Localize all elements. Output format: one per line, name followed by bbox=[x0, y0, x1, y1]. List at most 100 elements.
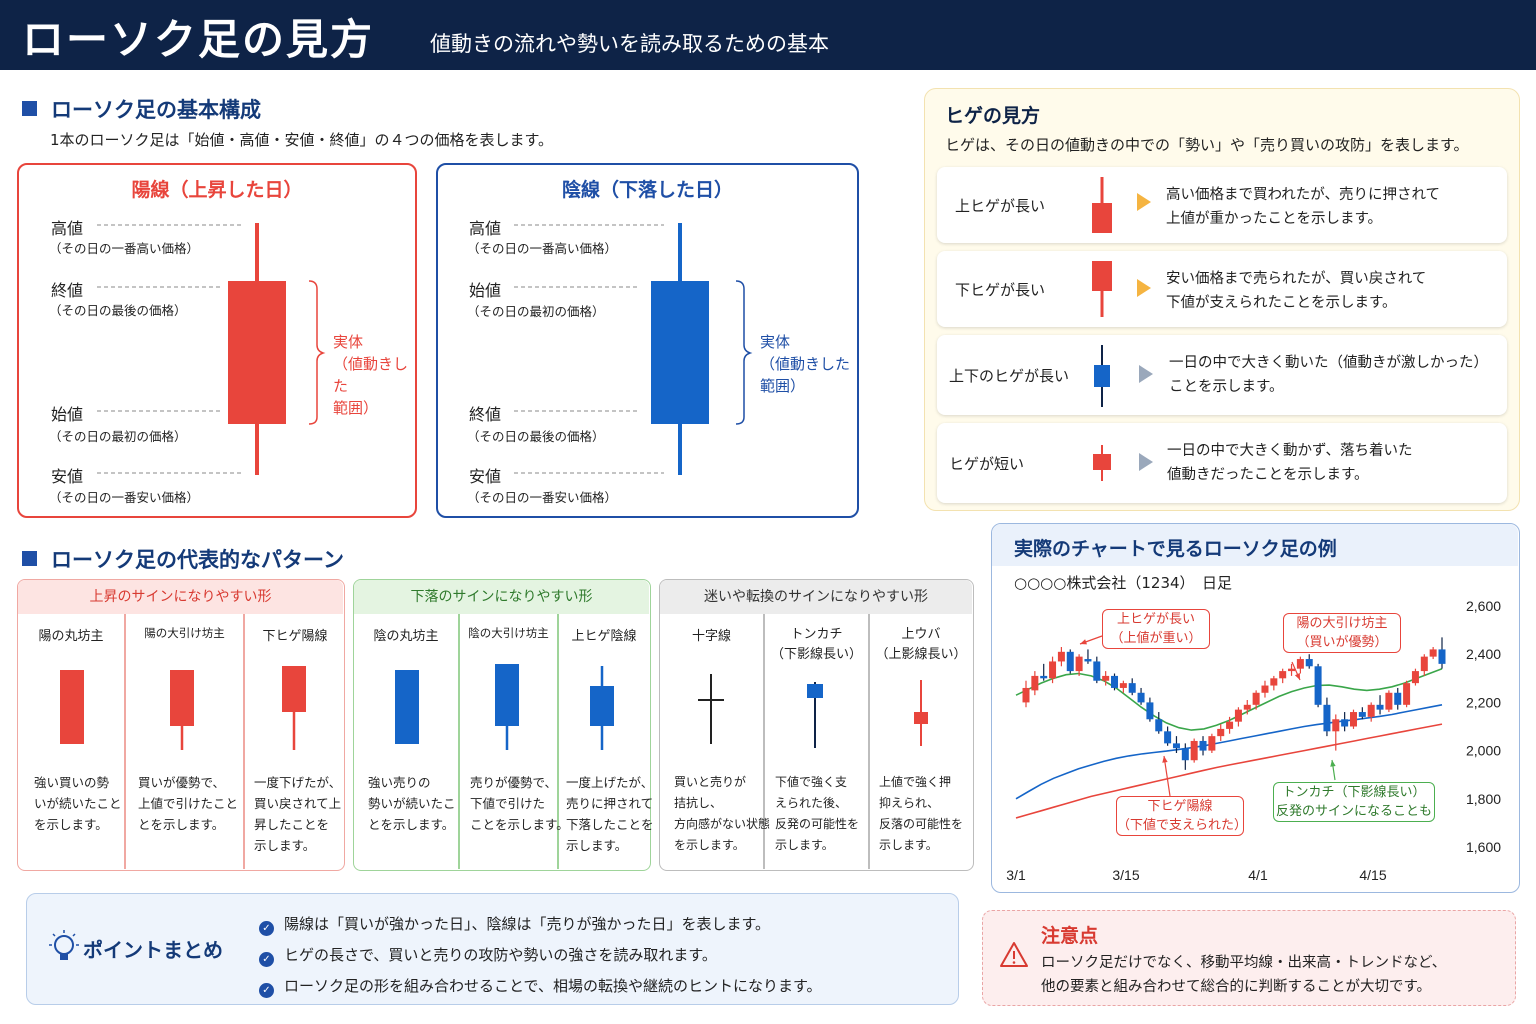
candle bbox=[1075, 656, 1083, 672]
pattern-candles-reversal bbox=[698, 674, 928, 748]
candle bbox=[1022, 687, 1030, 703]
pattern-name: 陽の丸坊主 bbox=[38, 629, 104, 644]
down-label-low-desc: （その日の一番安い価格） bbox=[467, 490, 618, 505]
wick-candle-short bbox=[1093, 445, 1111, 481]
up-label-open-desc: （その日の最初の価格） bbox=[49, 429, 187, 444]
wick-candle-lower bbox=[1092, 261, 1112, 317]
up-label-high-desc: （その日の一番高い価格） bbox=[49, 241, 200, 256]
wick-row-short: ヒゲが短い 一日の中で大きく動かず、落ち着いた 値動きだったことを示します。 bbox=[937, 423, 1507, 503]
x-tick-label: 3/15 bbox=[1112, 867, 1139, 883]
candle bbox=[1031, 675, 1039, 691]
wick-row-lower: 下ヒゲが長い 安い価格まで売られたが、買い戻されて 下値が支えられたことを示します… bbox=[937, 251, 1507, 327]
up-candle-figure bbox=[97, 223, 326, 475]
candle bbox=[1296, 659, 1304, 669]
summary-item: ✓ 陽線は「買いが強かった日」、陰線は「売りが強かった日」を表します。 bbox=[259, 909, 821, 940]
down-candle-figure bbox=[514, 223, 753, 475]
page-subtitle: 値動きの流れや勢いを読み取るための基本 bbox=[430, 32, 829, 56]
candle bbox=[1438, 649, 1446, 664]
wicks-note: ヒゲは、その日の値動きの中での「勢い」や「売り買いの攻防」を表します。 bbox=[945, 136, 1469, 154]
arrow-icon bbox=[1294, 673, 1300, 680]
basic-note: 1本のローソク足は「始値・高値・安値・終値」の４つの価格を表します。 bbox=[50, 131, 554, 149]
pattern-name: 上ヒゲ陰線 bbox=[571, 629, 637, 644]
x-tick-label: 3/1 bbox=[1006, 867, 1026, 883]
candle bbox=[1190, 740, 1198, 761]
pattern-group-title: 下落のサインになりやすい形 bbox=[354, 580, 649, 614]
check-icon: ✓ bbox=[259, 921, 274, 936]
warning-icon bbox=[1000, 942, 1028, 967]
pattern-desc: 強い売りの 勢いが続いたこ とを示します。 bbox=[368, 775, 456, 832]
candle bbox=[1385, 692, 1393, 710]
summary-item: ✓ ヒゲの長さで、買いと売りの攻防や勢いの強さを読み取れます。 bbox=[259, 940, 821, 971]
candle bbox=[1429, 649, 1437, 657]
arrow-icon bbox=[1162, 756, 1168, 763]
candle bbox=[1243, 704, 1251, 710]
candle bbox=[1288, 668, 1296, 672]
down-label-close: 終値 bbox=[469, 405, 502, 424]
candle bbox=[1305, 659, 1313, 667]
down-label-open: 始値 bbox=[469, 281, 502, 300]
candle bbox=[1128, 683, 1136, 693]
summary-panel: ポイントまとめ ✓ 陽線は「買いが強かった日」、陰線は「売りが強かった日」を表しま… bbox=[26, 893, 959, 1005]
candle bbox=[1367, 704, 1375, 717]
y-tick-label: 1,800 bbox=[1466, 791, 1501, 807]
candle bbox=[1146, 702, 1154, 720]
lightbulb-icon bbox=[49, 930, 79, 960]
pattern-candles-bullish bbox=[60, 666, 306, 750]
up-label-open: 始値 bbox=[51, 405, 84, 424]
wick-row-label: 上ヒゲが長い bbox=[955, 197, 1046, 215]
chart-panel: 実際のチャートで見るローソク足の例 ○○○○株式会社（1234） 日足 2,60… bbox=[991, 523, 1520, 893]
candle bbox=[1358, 712, 1366, 717]
down-label-high: 高値 bbox=[469, 219, 502, 238]
up-label-close: 終値 bbox=[51, 281, 84, 300]
candle bbox=[1411, 671, 1419, 684]
caution-title: 注意点 bbox=[1041, 925, 1099, 947]
wick-row-desc: 一日の中で大きく動かず、落ち着いた 値動きだったことを示します。 bbox=[1167, 443, 1413, 483]
candle bbox=[1332, 719, 1340, 732]
down-label-close-desc: （その日の最後の価格） bbox=[467, 429, 605, 444]
candle bbox=[1199, 740, 1207, 751]
candle bbox=[1040, 675, 1048, 679]
page-title: ローソク足の見方 bbox=[22, 15, 375, 64]
x-tick-label: 4/15 bbox=[1359, 867, 1386, 883]
y-tick-label: 2,000 bbox=[1466, 743, 1501, 759]
down-candle-panel: 陰線（下落した日） 高値 （その日の一番高い価格） 始値 （その日の最初の価格）… bbox=[436, 163, 859, 518]
candlestick-chart: 2,600 2,400 2,200 2,000 1,800 1,600 3/1 3/15 4/1… bbox=[1006, 598, 1501, 883]
up-label-low: 安値 bbox=[51, 467, 84, 486]
pattern-candles-bearish bbox=[395, 664, 614, 750]
ma-line-red bbox=[1015, 723, 1443, 819]
arrow-icon bbox=[1139, 453, 1153, 471]
pattern-name: 下ヒゲ陽線 bbox=[262, 629, 328, 644]
candle bbox=[1208, 736, 1216, 751]
candle bbox=[1394, 692, 1402, 705]
pattern-desc: 上値で強く押 抑えられ、 反落の可能性を 示します。 bbox=[879, 775, 964, 852]
pattern-group-reversal: 迷いや転換のサインになりやすい形 十字線 トンカチ （下影線長い） 上ウバ （上影線… bbox=[659, 579, 974, 871]
y-tick-label: 2,200 bbox=[1466, 694, 1501, 710]
candle bbox=[1181, 748, 1189, 761]
pattern-desc: 売りが優勢で、 下値で引けた ことを示します。 bbox=[470, 775, 569, 832]
candle bbox=[1341, 719, 1349, 727]
candle bbox=[1314, 666, 1322, 705]
wicks-title: ヒゲの見方 bbox=[945, 105, 1041, 127]
candle bbox=[1119, 683, 1127, 688]
callout-arrow bbox=[1163, 755, 1171, 797]
pattern-name: 十字線 bbox=[691, 629, 731, 644]
candle bbox=[1261, 685, 1269, 693]
wick-candle-upper bbox=[1092, 177, 1112, 233]
up-body-label: 実体 （値動きした 範囲） bbox=[333, 333, 409, 417]
candle bbox=[1217, 728, 1225, 737]
pattern-desc: 買いが優勢で、 上値で引けたこと とを示します。 bbox=[138, 775, 239, 832]
arrow-icon bbox=[1137, 193, 1151, 211]
callout-upper-wick: 上ヒゲが長い （上値が重い） bbox=[1102, 609, 1210, 649]
pattern-desc: 一度下げたが、 買い戻されて上 昇したことを 示します。 bbox=[254, 775, 342, 853]
candle bbox=[1376, 704, 1384, 710]
pattern-name: 陰の大引け坊主 bbox=[468, 626, 549, 640]
pattern-group-title: 迷いや転換のサインになりやすい形 bbox=[660, 580, 972, 614]
arrow-icon bbox=[1330, 760, 1336, 767]
candle bbox=[1164, 731, 1172, 744]
down-panel-title: 陰線（下落した日） bbox=[561, 179, 733, 201]
wick-row-label: 下ヒゲが長い bbox=[955, 281, 1046, 299]
caution-panel: 注意点 ローソク足だけでなく、移動平均線・出来高・トレンドなど、 他の要素と組み合… bbox=[982, 910, 1516, 1006]
candle bbox=[1102, 675, 1110, 681]
x-tick-label: 4/1 bbox=[1248, 867, 1268, 883]
arrow-icon bbox=[1080, 639, 1087, 645]
